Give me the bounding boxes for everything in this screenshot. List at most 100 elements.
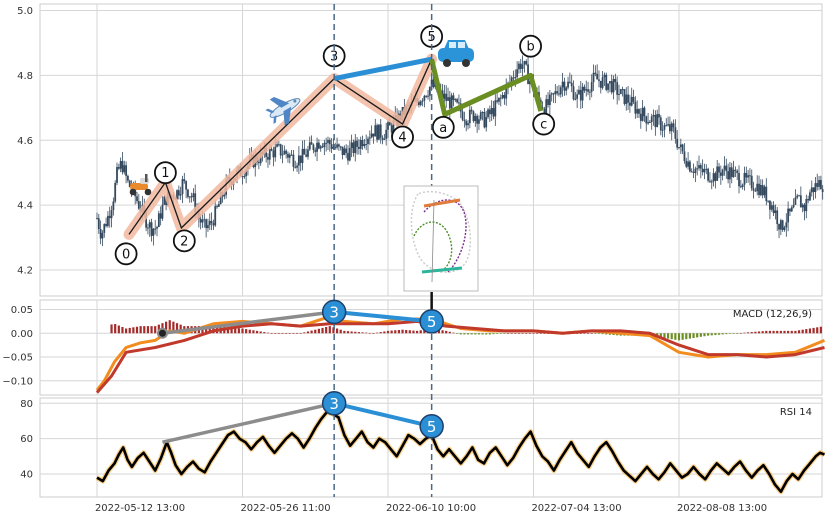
candle-body	[772, 205, 775, 214]
candle-body	[519, 63, 522, 69]
candle-body	[749, 175, 751, 177]
candle-body	[750, 175, 753, 189]
macd-histogram-bar	[605, 333, 608, 335]
candle-body	[618, 93, 620, 95]
macd-histogram-bar	[608, 333, 611, 335]
candle-body	[279, 144, 282, 156]
candle-body	[345, 148, 348, 153]
candle-body	[110, 210, 113, 219]
x-tick-label: 2022-06-10 10:00	[386, 503, 476, 514]
candle-body	[317, 142, 320, 149]
macd-histogram-bar	[139, 326, 142, 334]
wave-label-circle	[431, 115, 455, 139]
y-tick-label: 60	[20, 434, 33, 445]
candle-body	[732, 169, 735, 178]
macd-histogram-bar	[721, 333, 724, 335]
candle-body	[117, 166, 120, 169]
candle-body	[545, 99, 548, 115]
candle-body	[121, 160, 124, 173]
macd-histogram-bar	[728, 333, 732, 334]
macd-histogram-bar	[332, 327, 335, 334]
macd-histogram-bar	[779, 330, 782, 334]
candle-body	[714, 173, 717, 181]
candle-body	[781, 220, 784, 230]
macd-histogram-bar	[303, 332, 306, 334]
candle-body	[619, 89, 622, 94]
candle-body	[103, 224, 106, 233]
candle-body	[607, 83, 609, 90]
candle-body	[468, 109, 471, 124]
candle-body	[516, 69, 519, 78]
candle-body	[567, 81, 569, 88]
macd-layer	[95, 309, 826, 394]
macd-histogram-bar	[765, 330, 768, 334]
candle-body	[610, 81, 613, 93]
macd-histogram-bar	[379, 332, 382, 334]
macd-histogram-bar	[536, 333, 539, 334]
candle-body	[608, 81, 611, 84]
wave-label-circle	[532, 112, 556, 136]
macd-histogram-bar	[772, 330, 775, 334]
divergence-marker-circle	[419, 414, 444, 439]
candle-body	[272, 150, 275, 158]
candle-body	[565, 87, 568, 91]
candle-body	[754, 190, 757, 192]
candle-body	[738, 173, 740, 187]
candle-body	[528, 80, 531, 85]
macd-histogram-bar	[365, 332, 368, 334]
macd-trend-line	[162, 310, 335, 335]
macd-histogram-bar	[325, 327, 328, 334]
candle-body	[379, 124, 382, 138]
candle-body	[799, 195, 802, 208]
candle-body	[179, 194, 182, 196]
candle-body	[207, 225, 209, 229]
candle-body	[687, 161, 689, 167]
macd-histogram-bar	[423, 329, 426, 334]
candle-body	[792, 204, 795, 208]
macd-histogram-bar	[354, 331, 357, 334]
macd-histogram-bar	[666, 333, 670, 339]
macd-histogram-bar	[503, 333, 506, 334]
candle-body	[578, 89, 580, 95]
wave-label-2: 2	[180, 234, 188, 249]
wave-label-circle	[391, 125, 414, 149]
macd-histogram-bar	[812, 327, 815, 334]
candle-body	[150, 222, 153, 236]
macd-histogram-bar	[470, 333, 473, 335]
candle-body	[658, 114, 660, 118]
candle-body	[603, 74, 606, 78]
macd-histogram-bar	[328, 326, 331, 334]
candle-body	[701, 168, 704, 173]
macd-histogram-bar	[692, 333, 695, 338]
candle-body	[594, 72, 597, 74]
candle-body	[694, 168, 697, 173]
candle-body	[778, 224, 780, 230]
wave-label-b: b	[526, 40, 534, 55]
candle-body	[585, 89, 588, 91]
candle-body	[759, 184, 762, 196]
candle-body	[678, 147, 680, 149]
macd-histogram-bar	[496, 333, 499, 334]
macd-histogram-bar	[321, 327, 324, 334]
macd-histogram-bar	[245, 329, 248, 334]
candle-body	[712, 173, 715, 182]
macd-histogram-bar	[659, 333, 662, 338]
candle-body	[599, 80, 602, 88]
macd-histogram-bar	[121, 327, 124, 334]
candle-body	[598, 79, 600, 81]
candle-body	[643, 107, 646, 117]
candle-body	[423, 95, 426, 101]
candle-body	[670, 123, 673, 132]
candle-body	[674, 127, 677, 139]
macd-histogram-bar	[383, 331, 386, 334]
candle-body	[636, 109, 639, 114]
macd-histogram-bar	[452, 332, 455, 334]
candle-body	[327, 140, 329, 143]
macd-histogram-bar	[339, 329, 342, 334]
candle-body	[363, 144, 366, 147]
macd-histogram-bar	[681, 333, 684, 340]
candle-body	[323, 142, 326, 148]
candle-body	[223, 194, 226, 197]
candle-body	[574, 98, 577, 100]
candle-body	[630, 96, 633, 106]
